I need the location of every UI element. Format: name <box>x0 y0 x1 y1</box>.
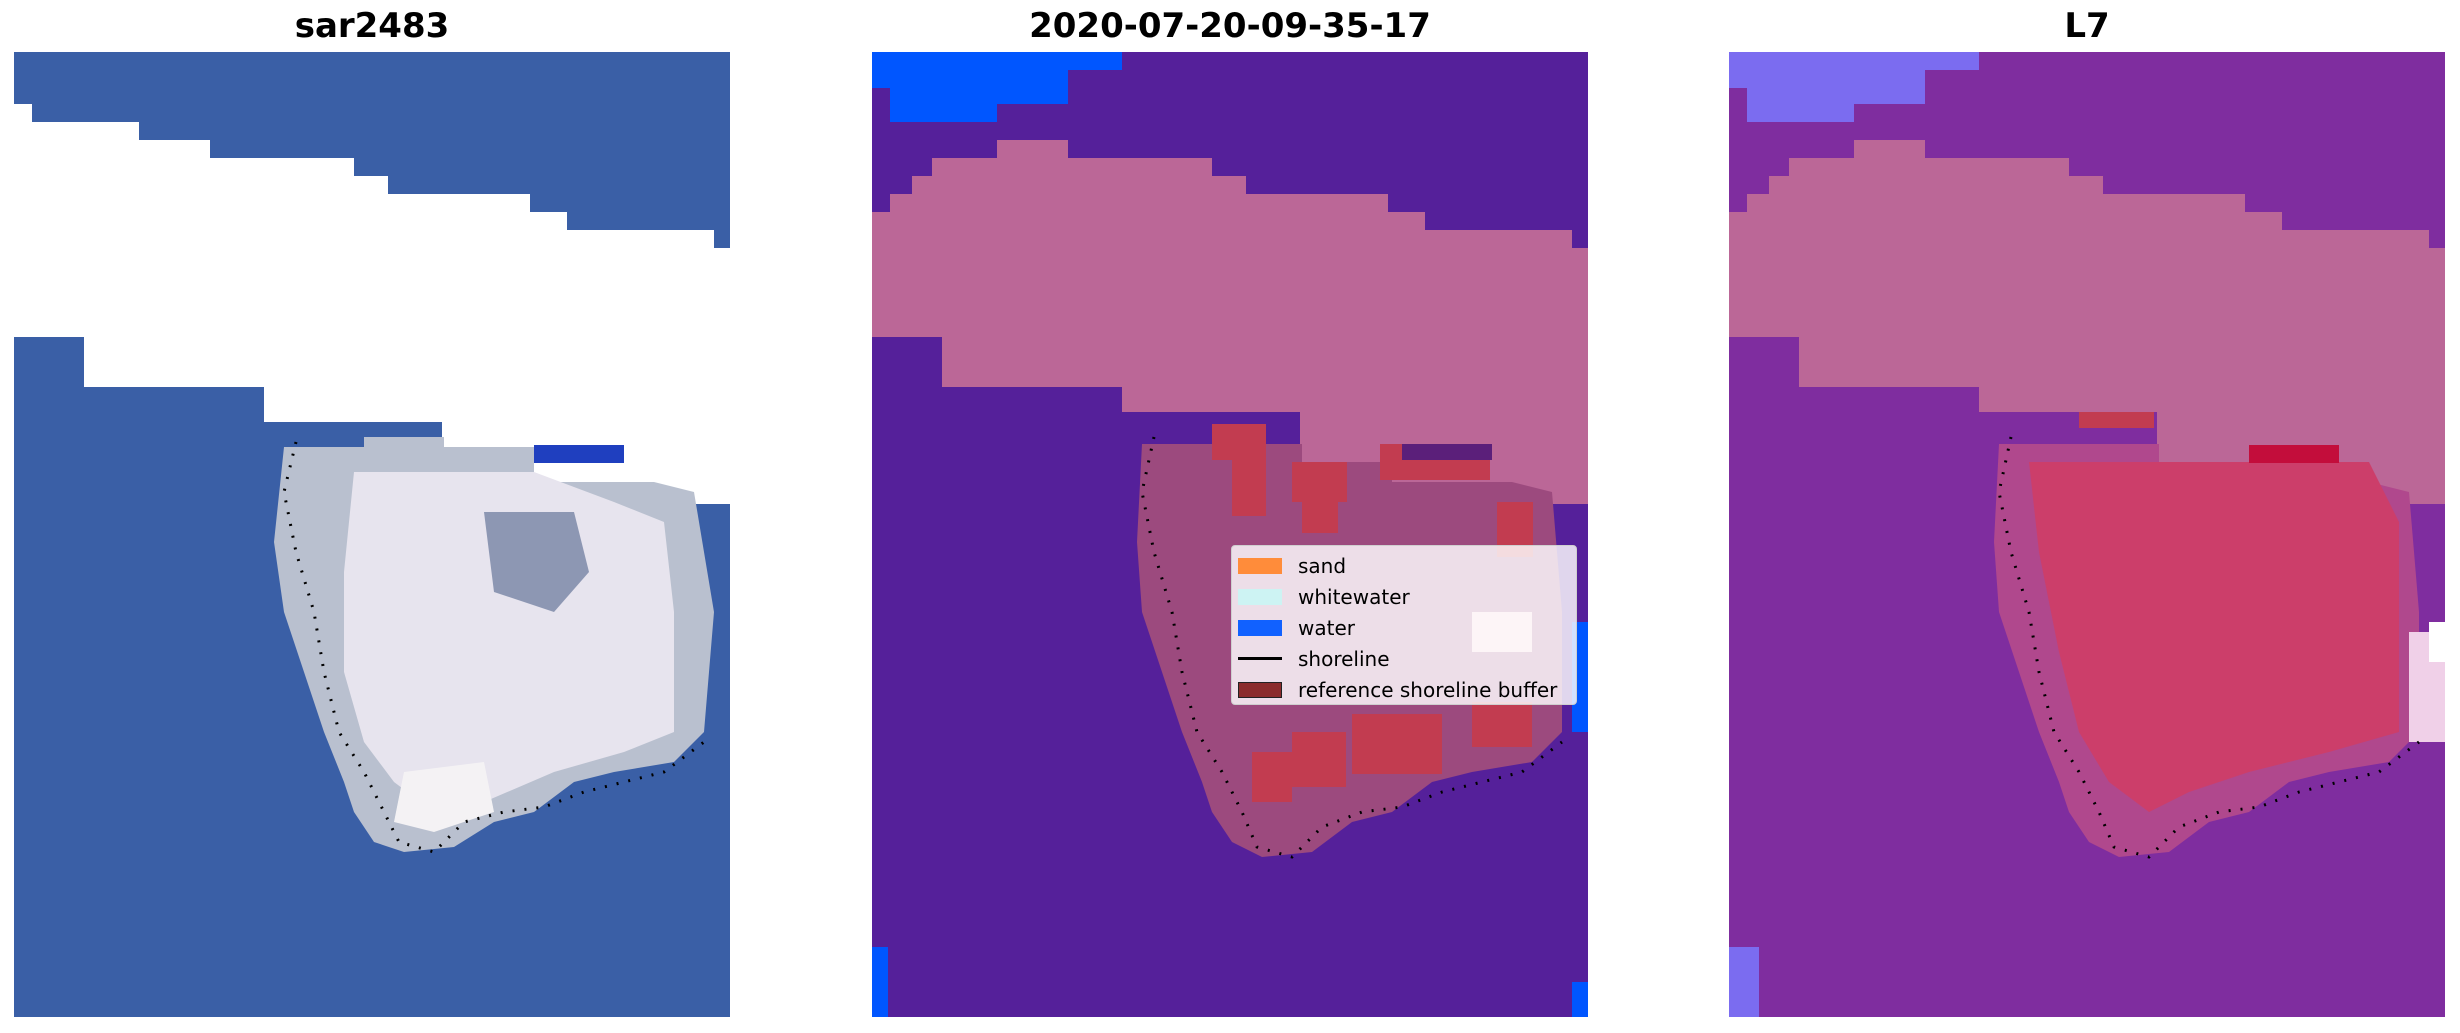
index-image-panel <box>1729 52 2445 1017</box>
panel-title-rgb: sar2483 <box>294 6 450 46</box>
shoreline-line-swatch <box>1238 657 1282 660</box>
panel-title-classification: 2020-07-20-09-35-17 <box>1029 6 1431 46</box>
legend-label: sand <box>1298 553 1347 578</box>
legend-label: whitewater <box>1298 584 1410 609</box>
sand-swatch <box>1238 557 1282 574</box>
classification-panel <box>872 52 1588 1017</box>
legend-label: water <box>1298 615 1355 640</box>
rgb-image-panel <box>14 52 730 1017</box>
legend-item-sand: sand <box>1232 550 1576 581</box>
index-image <box>1729 52 2445 1017</box>
panel-title-index: L7 <box>2064 6 2110 46</box>
map-legend: sand whitewater water shoreline referenc… <box>1231 545 1577 705</box>
legend-label: shoreline <box>1298 646 1390 671</box>
legend-item-water: water <box>1232 612 1576 643</box>
legend-item-reference-shoreline-buffer: reference shoreline buffer <box>1232 674 1576 705</box>
legend-item-shoreline: shoreline <box>1232 643 1576 674</box>
water-swatch <box>1238 619 1282 636</box>
buffer-swatch <box>1238 681 1282 698</box>
rgb-image <box>14 52 730 1017</box>
legend-item-whitewater: whitewater <box>1232 581 1576 612</box>
whitewater-swatch <box>1238 588 1282 605</box>
legend-label: reference shoreline buffer <box>1298 677 1558 702</box>
classification-image <box>872 52 1588 1017</box>
